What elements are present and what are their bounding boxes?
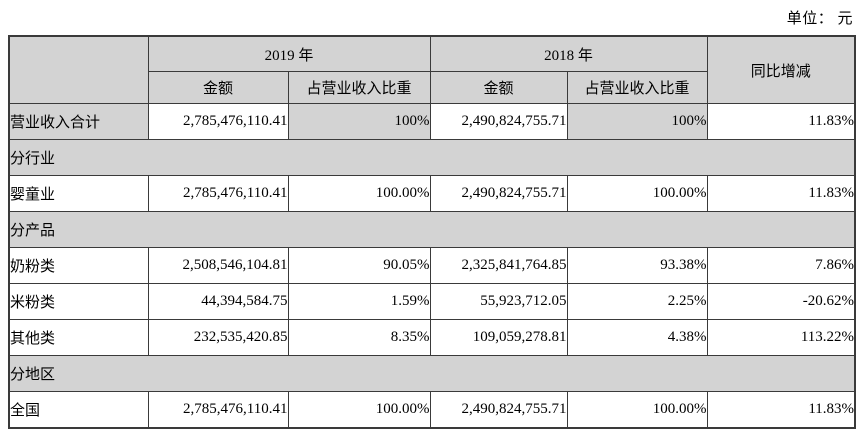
header-amount-2019: 金额 — [147, 71, 289, 104]
cell-2018-amount: 2,490,824,755.71 — [429, 175, 568, 212]
cell-2019-amount: 2,785,476,110.41 — [147, 103, 289, 140]
cell-2018-ratio: 100.00% — [566, 175, 708, 212]
cell-2018-ratio: 100.00% — [566, 391, 708, 429]
cell-yoy-change: 113.22% — [706, 319, 856, 356]
cell-2018-amount: 2,490,824,755.71 — [429, 391, 568, 429]
section-label: 分行业 — [8, 139, 856, 176]
header-year-2018: 2018 年 — [429, 35, 708, 72]
cell-2019-amount: 232,535,420.85 — [147, 319, 289, 356]
section-label: 分产品 — [8, 211, 856, 248]
cell-2019-ratio: 1.59% — [287, 283, 431, 320]
cell-2018-amount: 2,490,824,755.71 — [429, 103, 568, 140]
revenue-breakdown-table: 2019 年 2018 年 同比增减 金额 占营业收入比重 金额 占营业收入比重… — [8, 35, 857, 429]
row-label: 婴童业 — [8, 175, 149, 212]
header-yoy-change: 同比增减 — [706, 35, 856, 104]
unit-label: 单位： 元 — [786, 11, 853, 27]
cell-yoy-change: 11.83% — [706, 103, 856, 140]
cell-2018-amount: 2,325,841,764.85 — [429, 247, 568, 284]
header-ratio-2018: 占营业收入比重 — [566, 71, 708, 104]
header-ratio-2019: 占营业收入比重 — [287, 71, 431, 104]
cell-yoy-change: -20.62% — [706, 283, 856, 320]
row-label: 其他类 — [8, 319, 149, 356]
header-row-measures: 金额 占营业收入比重 金额 占营业收入比重 — [9, 71, 855, 104]
row-label: 奶粉类 — [8, 247, 149, 284]
cell-2018-ratio: 100% — [566, 103, 708, 140]
cell-2019-ratio: 90.05% — [287, 247, 431, 284]
section-row-by-industry: 分行业 — [8, 139, 856, 176]
cell-yoy-change: 11.83% — [706, 391, 856, 429]
cell-2019-ratio: 100.00% — [287, 175, 431, 212]
section-row-by-region: 分地区 — [8, 355, 856, 392]
cell-2019-ratio: 100% — [287, 103, 431, 140]
cell-2018-ratio: 4.38% — [566, 319, 708, 356]
section-row-by-product: 分产品 — [8, 211, 856, 248]
table-row-rice-powder: 米粉类 44,394,584.75 1.59% 55,923,712.05 2.… — [8, 283, 856, 320]
cell-2019-amount: 2,785,476,110.41 — [147, 175, 289, 212]
row-label: 米粉类 — [8, 283, 149, 320]
header-year-2019: 2019 年 — [147, 35, 431, 72]
cell-yoy-change: 11.83% — [706, 175, 856, 212]
cell-2018-ratio: 93.38% — [566, 247, 708, 284]
cell-2018-ratio: 2.25% — [566, 283, 708, 320]
cell-yoy-change: 7.86% — [706, 247, 856, 284]
cell-2019-ratio: 8.35% — [287, 319, 431, 356]
header-empty-cell — [8, 35, 149, 104]
table-row-others: 其他类 232,535,420.85 8.35% 109,059,278.81 … — [8, 319, 856, 356]
row-label: 全国 — [8, 391, 149, 429]
table-row-nationwide: 全国 2,785,476,110.41 100.00% 2,490,824,75… — [8, 391, 856, 429]
section-label: 分地区 — [8, 355, 856, 392]
cell-2019-amount: 2,508,546,104.81 — [147, 247, 289, 284]
cell-2019-ratio: 100.00% — [287, 391, 431, 429]
header-row-years: 2019 年 2018 年 同比增减 — [8, 35, 856, 104]
cell-2019-amount: 44,394,584.75 — [147, 283, 289, 320]
table-row-total-revenue: 营业收入合计 2,785,476,110.41 100% 2,490,824,7… — [8, 103, 856, 140]
table-row-infant-industry: 婴童业 2,785,476,110.41 100.00% 2,490,824,7… — [8, 175, 856, 212]
header-amount-2018: 金额 — [429, 71, 568, 104]
row-label: 营业收入合计 — [8, 103, 149, 140]
table-row-milk-powder: 奶粉类 2,508,546,104.81 90.05% 2,325,841,76… — [8, 247, 856, 284]
cell-2018-amount: 55,923,712.05 — [429, 283, 568, 320]
cell-2019-amount: 2,785,476,110.41 — [147, 391, 289, 429]
cell-2018-amount: 109,059,278.81 — [429, 319, 568, 356]
